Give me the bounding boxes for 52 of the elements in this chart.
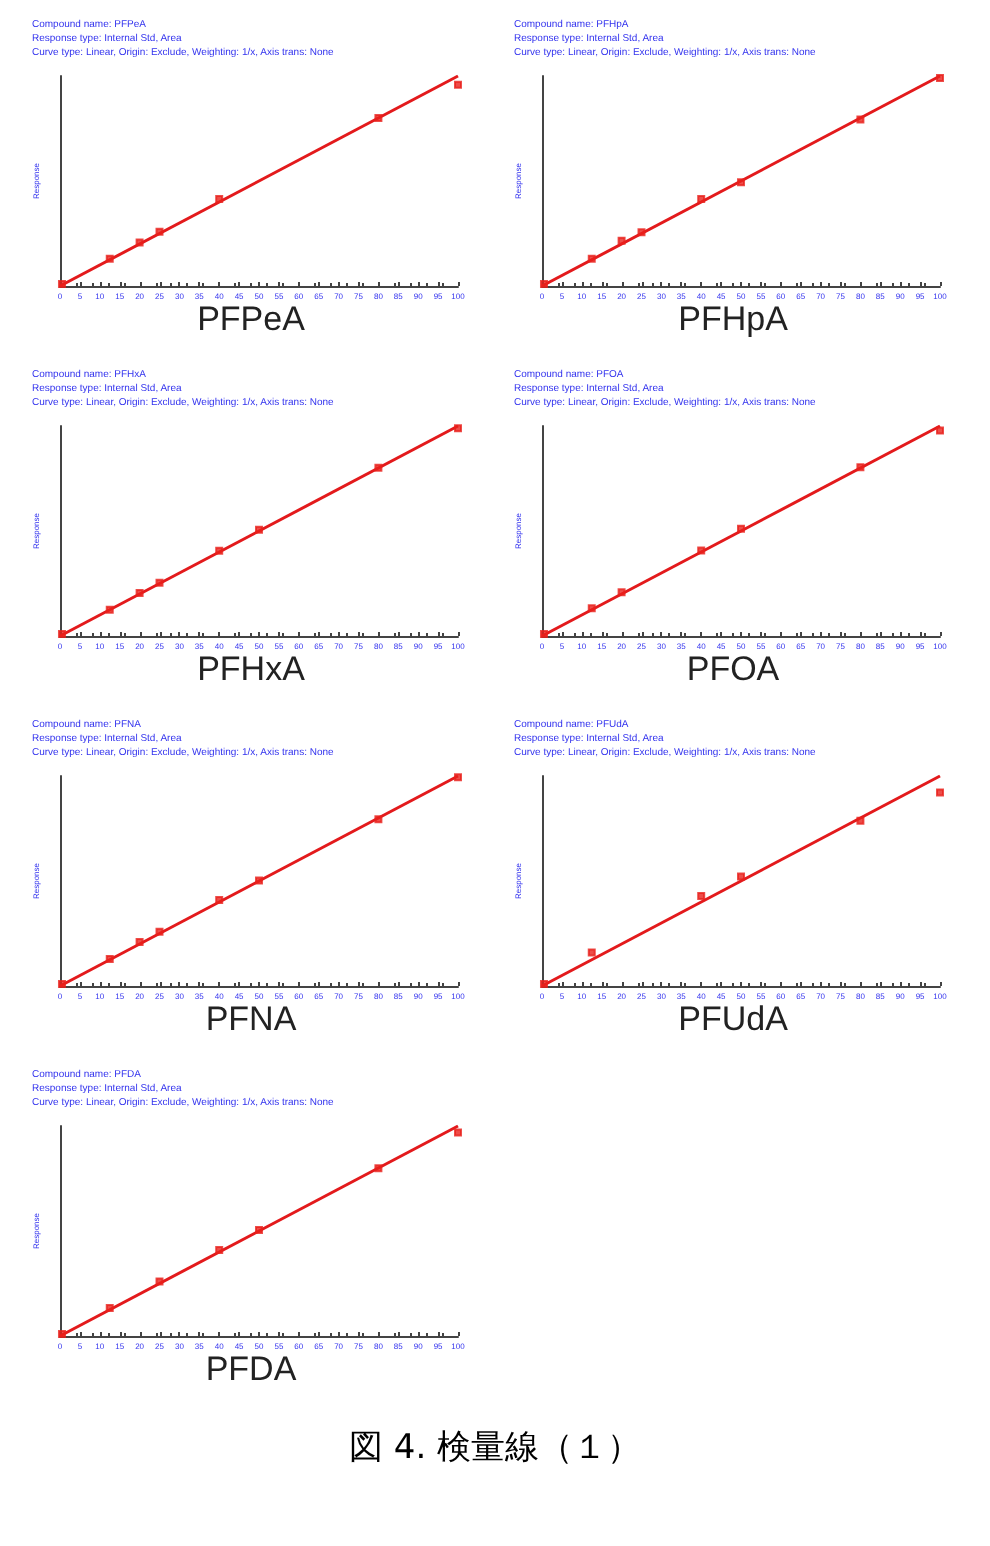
- point: [936, 73, 944, 82]
- point: [105, 1304, 114, 1313]
- point: [255, 525, 263, 534]
- point: [155, 1277, 164, 1286]
- point: [617, 236, 626, 245]
- point: [135, 588, 144, 597]
- text: PFHpA: [678, 300, 790, 338]
- point: [215, 1246, 224, 1255]
- point: [587, 948, 596, 957]
- point: [454, 80, 462, 89]
- text: PFNA: [205, 1000, 298, 1038]
- text: PFDA: [205, 1350, 298, 1388]
- point: [856, 816, 865, 825]
- point: [135, 938, 144, 947]
- point: [105, 954, 114, 963]
- point: [374, 1164, 383, 1173]
- text: 図 4. 検量線（１）: [346, 1426, 644, 1470]
- point: [215, 195, 224, 204]
- point: [105, 605, 114, 614]
- point: [374, 463, 383, 472]
- point: [697, 195, 706, 204]
- point: [454, 1128, 462, 1137]
- point: [255, 876, 263, 885]
- point: [737, 872, 745, 881]
- point: [936, 788, 944, 797]
- text: PFPeA: [197, 300, 307, 338]
- text: PFHxA: [197, 650, 307, 688]
- point: [936, 426, 944, 435]
- point: [155, 578, 164, 587]
- point: [697, 891, 706, 900]
- text: PFUdA: [678, 1000, 790, 1038]
- point: [587, 254, 596, 263]
- point: [374, 815, 383, 824]
- point: [105, 254, 114, 263]
- point: [155, 227, 164, 236]
- point: [737, 524, 745, 533]
- point: [255, 1225, 263, 1234]
- point: [374, 114, 383, 122]
- point: [215, 896, 224, 905]
- point: [737, 178, 745, 187]
- point: [454, 773, 462, 782]
- point: [637, 228, 646, 237]
- point: [856, 463, 865, 472]
- point: [454, 424, 462, 433]
- text: PFOA: [686, 650, 781, 688]
- point: [587, 604, 596, 613]
- point: [697, 546, 706, 555]
- point: [215, 546, 224, 555]
- point: [856, 115, 865, 124]
- point: [155, 927, 164, 936]
- point: [617, 588, 626, 597]
- point: [135, 238, 144, 247]
